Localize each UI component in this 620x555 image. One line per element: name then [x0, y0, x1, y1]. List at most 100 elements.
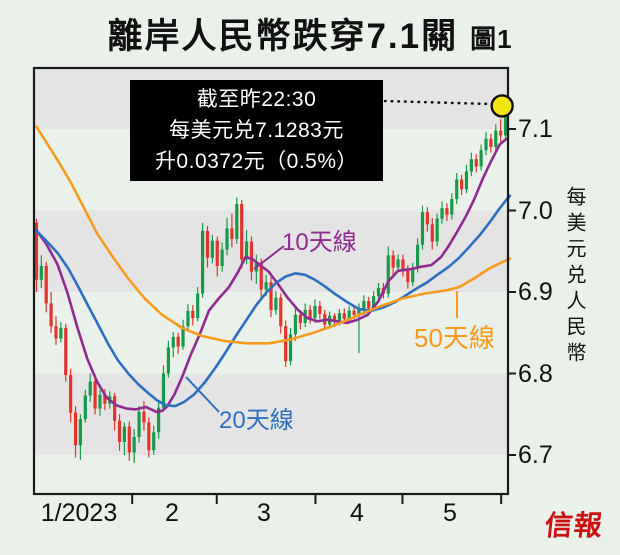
candle-up	[288, 334, 293, 362]
candle-up	[137, 411, 141, 438]
candle-up	[415, 244, 420, 268]
y-tick-label-7-0: 7.0	[518, 197, 553, 225]
candle-down	[318, 305, 322, 315]
candle-down	[103, 394, 107, 404]
candle-down	[176, 336, 180, 347]
candle-down	[69, 375, 73, 413]
candle-up	[132, 437, 136, 453]
candle-down	[205, 230, 210, 258]
ma20-leader-line	[185, 376, 220, 413]
candle-up	[220, 249, 224, 266]
candle-down	[117, 420, 122, 442]
candle-down	[401, 259, 405, 270]
candle-up	[166, 347, 170, 374]
axis-ticks	[131, 128, 516, 504]
grid-band	[34, 373, 508, 455]
candle-down	[459, 179, 464, 190]
candle-up	[313, 305, 317, 319]
candle-down	[367, 300, 371, 309]
candle-down	[249, 241, 254, 272]
candle-down	[499, 130, 503, 136]
candle-up	[78, 419, 83, 446]
candle-up	[376, 287, 381, 297]
plot-border	[32, 66, 510, 496]
candle-down	[113, 396, 117, 421]
candle-up	[210, 240, 214, 258]
ma10-label: 10天線	[282, 229, 357, 256]
candle-down	[142, 411, 146, 423]
candle-up	[181, 326, 185, 347]
candle-up	[479, 150, 483, 167]
candle-down	[406, 269, 410, 283]
x-label-feb: 2	[165, 499, 179, 527]
candle-up	[235, 203, 239, 240]
y-tick-label-6-8: 6.8	[518, 360, 553, 388]
candle-up	[293, 314, 298, 335]
candle-down	[259, 262, 263, 290]
x-label-may: 5	[443, 499, 457, 527]
candle-up	[83, 395, 87, 420]
candle-down	[93, 381, 97, 409]
candle-down	[284, 326, 288, 362]
y-tick-label-7-1: 7.1	[518, 115, 553, 143]
candle-down	[73, 412, 78, 446]
latest-price-marker	[490, 94, 514, 118]
ma-line-ma10	[35, 137, 508, 414]
candle-up	[274, 297, 278, 310]
candle-up	[357, 309, 361, 315]
candle-up	[455, 179, 459, 200]
candle-up	[59, 327, 63, 339]
ma-line-ma50	[35, 125, 512, 345]
candle-down	[64, 327, 68, 376]
candle-up	[39, 265, 43, 280]
candle-up	[440, 208, 444, 219]
candle-down	[445, 208, 449, 215]
candle-up	[244, 241, 249, 260]
candle-down	[342, 313, 346, 319]
candle-down	[391, 255, 395, 268]
candle-down	[269, 282, 273, 310]
candle-up	[450, 199, 454, 215]
candle-down	[147, 422, 151, 451]
callout-change: 升0.0372元（0.5%）	[154, 150, 359, 173]
candle-up	[186, 310, 190, 327]
hkej-logo: 信報	[543, 509, 605, 542]
ma-lines	[35, 125, 512, 414]
candle-down	[298, 314, 302, 323]
candle-down	[49, 303, 53, 327]
candle-down	[489, 138, 493, 147]
ma50-label: 50天線	[414, 323, 495, 353]
candle-up	[161, 373, 166, 408]
candle-up	[200, 230, 205, 294]
chart-title: 離岸人民幣跌穿7.1關 圖1	[0, 8, 620, 59]
candle-down	[425, 212, 429, 225]
candle-down	[352, 310, 356, 315]
candle-up	[494, 130, 498, 147]
candle-up	[225, 228, 229, 250]
candle-up	[372, 296, 376, 309]
title-text: 離岸人民幣跌穿7.1關	[107, 17, 459, 56]
candle-down	[230, 228, 234, 240]
candle-down	[332, 315, 337, 323]
figure-tag: 圖1	[470, 24, 513, 54]
candle-up	[122, 426, 127, 442]
candle-up	[484, 138, 488, 151]
y-axis-title: 每美元兑人民幣	[563, 186, 585, 368]
candle-up	[435, 218, 439, 242]
candle-down	[54, 326, 58, 339]
candle-up	[196, 293, 200, 319]
candle-up	[469, 159, 473, 172]
candle-down	[308, 309, 312, 319]
latest-quote-callout: 截至昨22:30 每美元兑7.1283元 升0.0372元（0.5%）	[130, 80, 383, 181]
candle-down	[279, 297, 283, 327]
candle-down	[215, 240, 219, 266]
callout-dotted-connector	[383, 99, 493, 106]
candle-down	[240, 203, 244, 260]
candle-down	[44, 265, 48, 304]
candle-down	[474, 159, 478, 167]
candle-up	[386, 255, 390, 294]
candle-up	[157, 407, 161, 433]
candle-down	[34, 222, 39, 280]
